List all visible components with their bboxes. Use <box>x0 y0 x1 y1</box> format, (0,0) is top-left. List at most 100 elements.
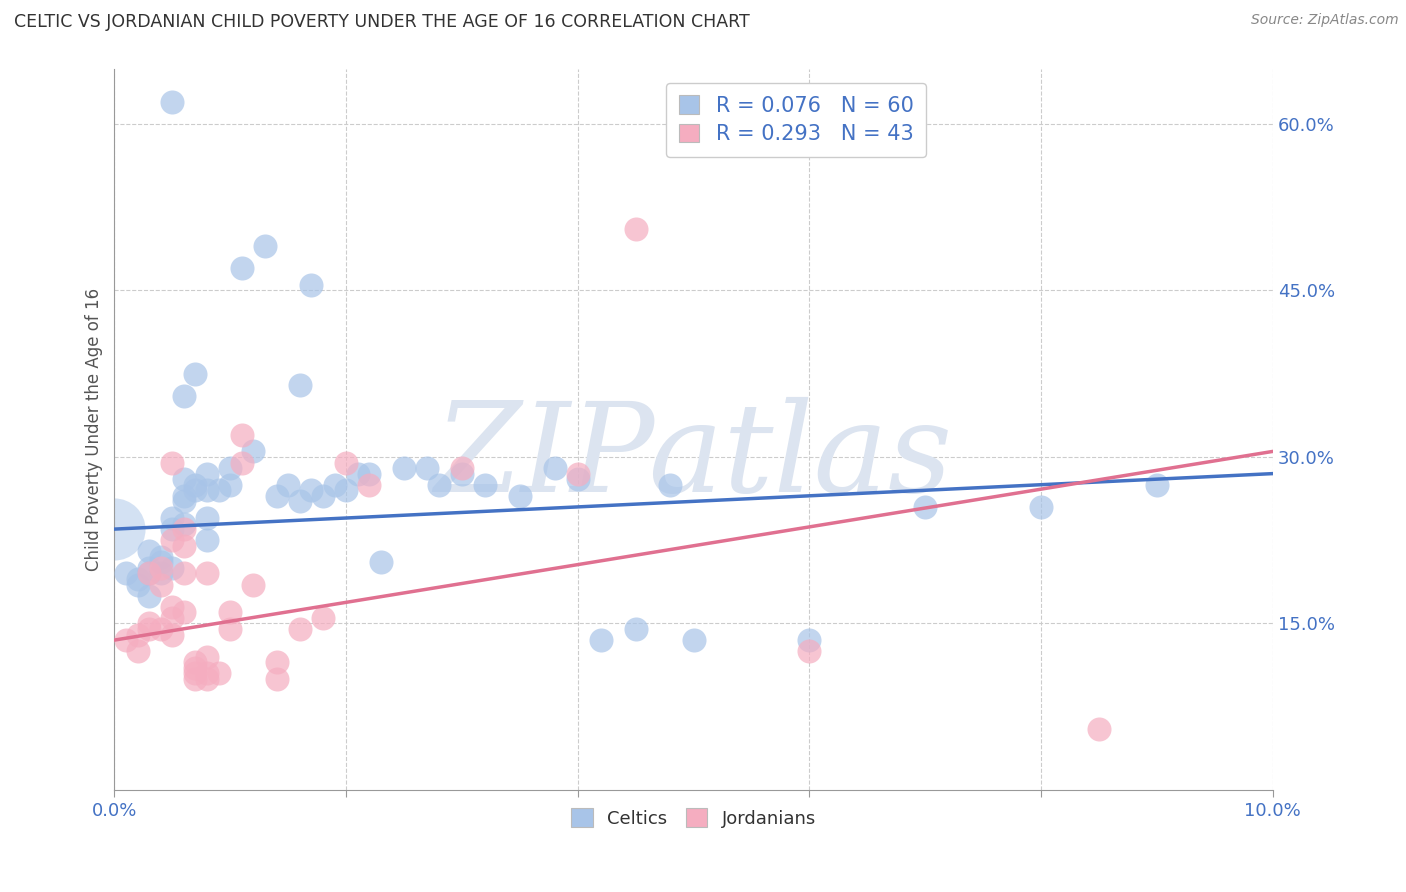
Point <box>392 461 415 475</box>
Point <box>138 561 160 575</box>
Point <box>115 633 138 648</box>
Point <box>589 633 612 648</box>
Point <box>138 544 160 558</box>
Y-axis label: Child Poverty Under the Age of 16: Child Poverty Under the Age of 16 <box>86 287 103 571</box>
Point <box>242 577 264 591</box>
Point <box>162 627 184 641</box>
Point <box>127 644 149 658</box>
Point <box>914 500 936 514</box>
Point <box>288 494 311 508</box>
Point <box>451 467 474 481</box>
Text: Source: ZipAtlas.com: Source: ZipAtlas.com <box>1251 13 1399 28</box>
Point <box>162 522 184 536</box>
Point <box>195 666 218 681</box>
Point <box>184 655 207 669</box>
Point <box>173 522 195 536</box>
Point <box>219 622 242 636</box>
Point <box>173 605 195 619</box>
Point <box>173 389 195 403</box>
Point <box>335 483 357 498</box>
Point <box>1088 722 1111 736</box>
Point <box>162 561 184 575</box>
Point <box>659 477 682 491</box>
Point <box>543 461 565 475</box>
Point <box>138 589 160 603</box>
Point <box>173 489 195 503</box>
Point <box>149 561 172 575</box>
Point <box>799 633 821 648</box>
Point <box>335 456 357 470</box>
Point <box>138 566 160 581</box>
Point <box>219 605 242 619</box>
Point <box>299 277 322 292</box>
Point <box>195 566 218 581</box>
Point <box>149 566 172 581</box>
Point <box>277 477 299 491</box>
Point <box>173 472 195 486</box>
Point <box>253 239 276 253</box>
Point <box>103 522 125 536</box>
Point <box>184 483 207 498</box>
Point <box>127 577 149 591</box>
Point <box>162 511 184 525</box>
Point <box>184 672 207 686</box>
Point <box>416 461 439 475</box>
Point <box>266 489 288 503</box>
Point <box>173 539 195 553</box>
Point <box>195 533 218 548</box>
Point <box>149 622 172 636</box>
Point <box>567 467 589 481</box>
Text: CELTIC VS JORDANIAN CHILD POVERTY UNDER THE AGE OF 16 CORRELATION CHART: CELTIC VS JORDANIAN CHILD POVERTY UNDER … <box>14 13 749 31</box>
Point <box>127 572 149 586</box>
Point <box>195 672 218 686</box>
Point <box>266 655 288 669</box>
Point <box>474 477 496 491</box>
Point <box>195 467 218 481</box>
Point <box>195 483 218 498</box>
Point <box>370 555 392 569</box>
Point <box>173 566 195 581</box>
Point <box>184 477 207 491</box>
Point <box>567 472 589 486</box>
Point <box>138 566 160 581</box>
Point <box>173 494 195 508</box>
Point <box>162 95 184 109</box>
Point <box>359 477 381 491</box>
Point <box>427 477 450 491</box>
Point <box>799 644 821 658</box>
Point <box>359 467 381 481</box>
Text: ZIPatlas: ZIPatlas <box>434 397 953 519</box>
Point <box>1146 477 1168 491</box>
Point <box>346 467 368 481</box>
Point <box>184 367 207 381</box>
Point <box>127 627 149 641</box>
Point <box>219 477 242 491</box>
Point <box>451 461 474 475</box>
Point <box>162 611 184 625</box>
Point <box>208 483 231 498</box>
Point <box>682 633 704 648</box>
Point <box>115 566 138 581</box>
Point <box>184 661 207 675</box>
Point <box>173 516 195 531</box>
Point <box>195 511 218 525</box>
Point <box>288 377 311 392</box>
Point <box>231 456 253 470</box>
Point <box>231 427 253 442</box>
Point <box>149 549 172 564</box>
Point <box>162 599 184 614</box>
Point <box>624 622 647 636</box>
Point <box>162 456 184 470</box>
Point <box>266 672 288 686</box>
Point <box>242 444 264 458</box>
Point <box>231 261 253 276</box>
Legend: Celtics, Jordanians: Celtics, Jordanians <box>564 801 823 835</box>
Point <box>1029 500 1052 514</box>
Point <box>323 477 346 491</box>
Point <box>624 222 647 236</box>
Point <box>138 622 160 636</box>
Point <box>149 577 172 591</box>
Point <box>162 533 184 548</box>
Point <box>288 622 311 636</box>
Point <box>299 483 322 498</box>
